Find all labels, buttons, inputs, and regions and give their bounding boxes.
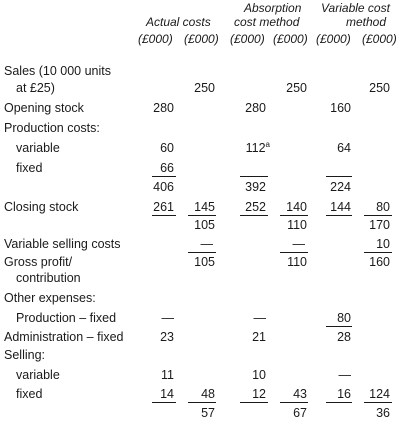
rule-sellfixed-variable-total <box>364 402 392 403</box>
cell-afterclosing-absorption: 110 <box>287 218 307 232</box>
footnote-marker: a <box>265 139 270 149</box>
cell-closing-variable: 144 <box>330 200 351 214</box>
cell-closing-actual: 261 <box>153 200 174 214</box>
header-absorption-line1: Absorption <box>244 1 302 15</box>
cell-afterclosing-actual: 105 <box>194 218 215 232</box>
label-closing-stock: Closing stock <box>4 200 79 214</box>
rule-closing-variable <box>326 215 352 216</box>
cell-sellvar-absorption: 10 <box>252 368 266 382</box>
label-gross-profit-line2: contribution <box>16 271 81 285</box>
cell-closing-actual-net: 145 <box>194 200 215 214</box>
cell-admin-absorption: 21 <box>252 330 266 344</box>
header-unit-2: (£000) <box>184 32 219 46</box>
cell-sales-absorption: 250 <box>286 81 307 95</box>
label-selling-fixed: fixed <box>16 387 43 401</box>
rule-prodfixed-actual <box>152 176 176 177</box>
rule-prodfixed-absorption <box>240 176 268 177</box>
rule-closing-absorption <box>240 215 268 216</box>
cell-total-actual: 406 <box>153 180 174 194</box>
cell-sellfixed-absorption-total: 43 <box>293 387 307 401</box>
cell-sales-variable: 250 <box>369 81 390 95</box>
cell-prodvar-actual: 60 <box>160 141 174 155</box>
cell-prodfixedexp-variable: 80 <box>337 311 351 325</box>
cell-prodfixedexp-actual: — <box>161 311 175 325</box>
header-unit-6: (£000) <box>362 32 397 46</box>
cell-prodvar-absorption: 112a <box>245 139 270 155</box>
cell-varselling-variable: 10 <box>376 237 390 251</box>
header-unit-4: (£000) <box>273 32 308 46</box>
cell-admin-actual: 23 <box>160 330 174 344</box>
cell-sales-actual: 250 <box>194 81 215 95</box>
cell-total-absorption: 392 <box>245 180 266 194</box>
cell-opening-variable: 160 <box>330 101 351 115</box>
rule-closing-absorption-net <box>280 215 308 216</box>
cell-prodfixed-total-variable: 28 <box>337 330 351 344</box>
cell-final-absorption: 67 <box>293 406 307 420</box>
header-unit-1: (£000) <box>138 32 173 46</box>
label-selling: Selling: <box>4 348 45 362</box>
label-production-variable: variable <box>16 141 60 155</box>
rule-varselling-absorption <box>280 252 308 253</box>
header-absorption-line2: cost method <box>234 15 300 29</box>
cell-opening-actual: 280 <box>153 101 174 115</box>
cell-gross-actual: 105 <box>194 255 215 269</box>
cell-afterclosing-variable: 170 <box>369 218 390 232</box>
cell-varselling-actual: — <box>200 237 214 251</box>
label-selling-variable: variable <box>16 368 60 382</box>
label-production-fixed-expense: Production – fixed <box>16 311 117 325</box>
cell-final-variable: 36 <box>376 406 390 420</box>
cell-gross-variable: 160 <box>369 255 390 269</box>
cell-prodfixedexp-absorption: — <box>253 311 267 325</box>
header-variable-line1: Variable cost <box>321 1 390 15</box>
header-actual-costs: Actual costs <box>146 15 211 29</box>
cell-prodvar-variable: 64 <box>337 141 351 155</box>
cell-sellfixed-absorption: 12 <box>252 387 266 401</box>
rule-closing-actual-net <box>188 215 216 216</box>
rule-sellfixed-absorption <box>240 402 268 403</box>
label-variable-selling-costs: Variable selling costs <box>4 237 121 251</box>
cell-prodfixed-actual: 66 <box>160 161 174 175</box>
cell-sellvar-actual: 11 <box>161 368 174 382</box>
cell-sellfixed-actual-total: 48 <box>201 387 215 401</box>
rule-sellfixed-variable <box>326 402 352 403</box>
cell-opening-absorption: 280 <box>245 101 266 115</box>
cell-final-actual: 57 <box>201 406 215 420</box>
label-sales-line1: Sales (10 000 units <box>4 64 112 78</box>
cell-sellfixed-variable: 16 <box>337 387 351 401</box>
label-opening-stock: Opening stock <box>4 101 84 115</box>
rule-prodfixed-variable <box>326 176 352 177</box>
cell-closing-absorption-net: 140 <box>286 200 307 214</box>
cell-sellfixed-variable-total: 124 <box>369 387 390 401</box>
header-variable-line2: method <box>346 15 387 29</box>
label-production-costs: Production costs: <box>4 121 100 135</box>
cell-closing-absorption: 252 <box>245 200 266 214</box>
rule-sellfixed-absorption-total <box>280 402 308 403</box>
rule-closing-variable-net <box>364 215 392 216</box>
rule-varselling-variable <box>364 252 392 253</box>
label-sales-line2: at £25) <box>16 81 55 95</box>
rule-closing-actual <box>152 215 176 216</box>
rule-varselling-actual <box>188 252 216 253</box>
cell-gross-absorption: 110 <box>287 255 307 269</box>
rule-sellfixed-actual-total <box>188 402 216 403</box>
cell-closing-variable-net: 80 <box>376 200 390 214</box>
cell-sellfixed-actual: 14 <box>160 387 174 401</box>
cell-varselling-absorption: — <box>292 237 306 251</box>
cell-total-variable: 224 <box>330 180 351 194</box>
rule-sellfixed-actual <box>152 402 176 403</box>
rule-prodfixedexp-variable <box>326 326 352 327</box>
label-other-expenses: Other expenses: <box>4 291 96 305</box>
label-administration-fixed: Administration – fixed <box>4 330 124 344</box>
header-unit-5: (£000) <box>316 32 351 46</box>
cell-sellvar-variable: — <box>338 368 352 382</box>
label-gross-profit-line1: Gross profit/ <box>4 255 73 269</box>
label-production-fixed: fixed <box>16 161 43 175</box>
header-unit-3: (£000) <box>230 32 265 46</box>
